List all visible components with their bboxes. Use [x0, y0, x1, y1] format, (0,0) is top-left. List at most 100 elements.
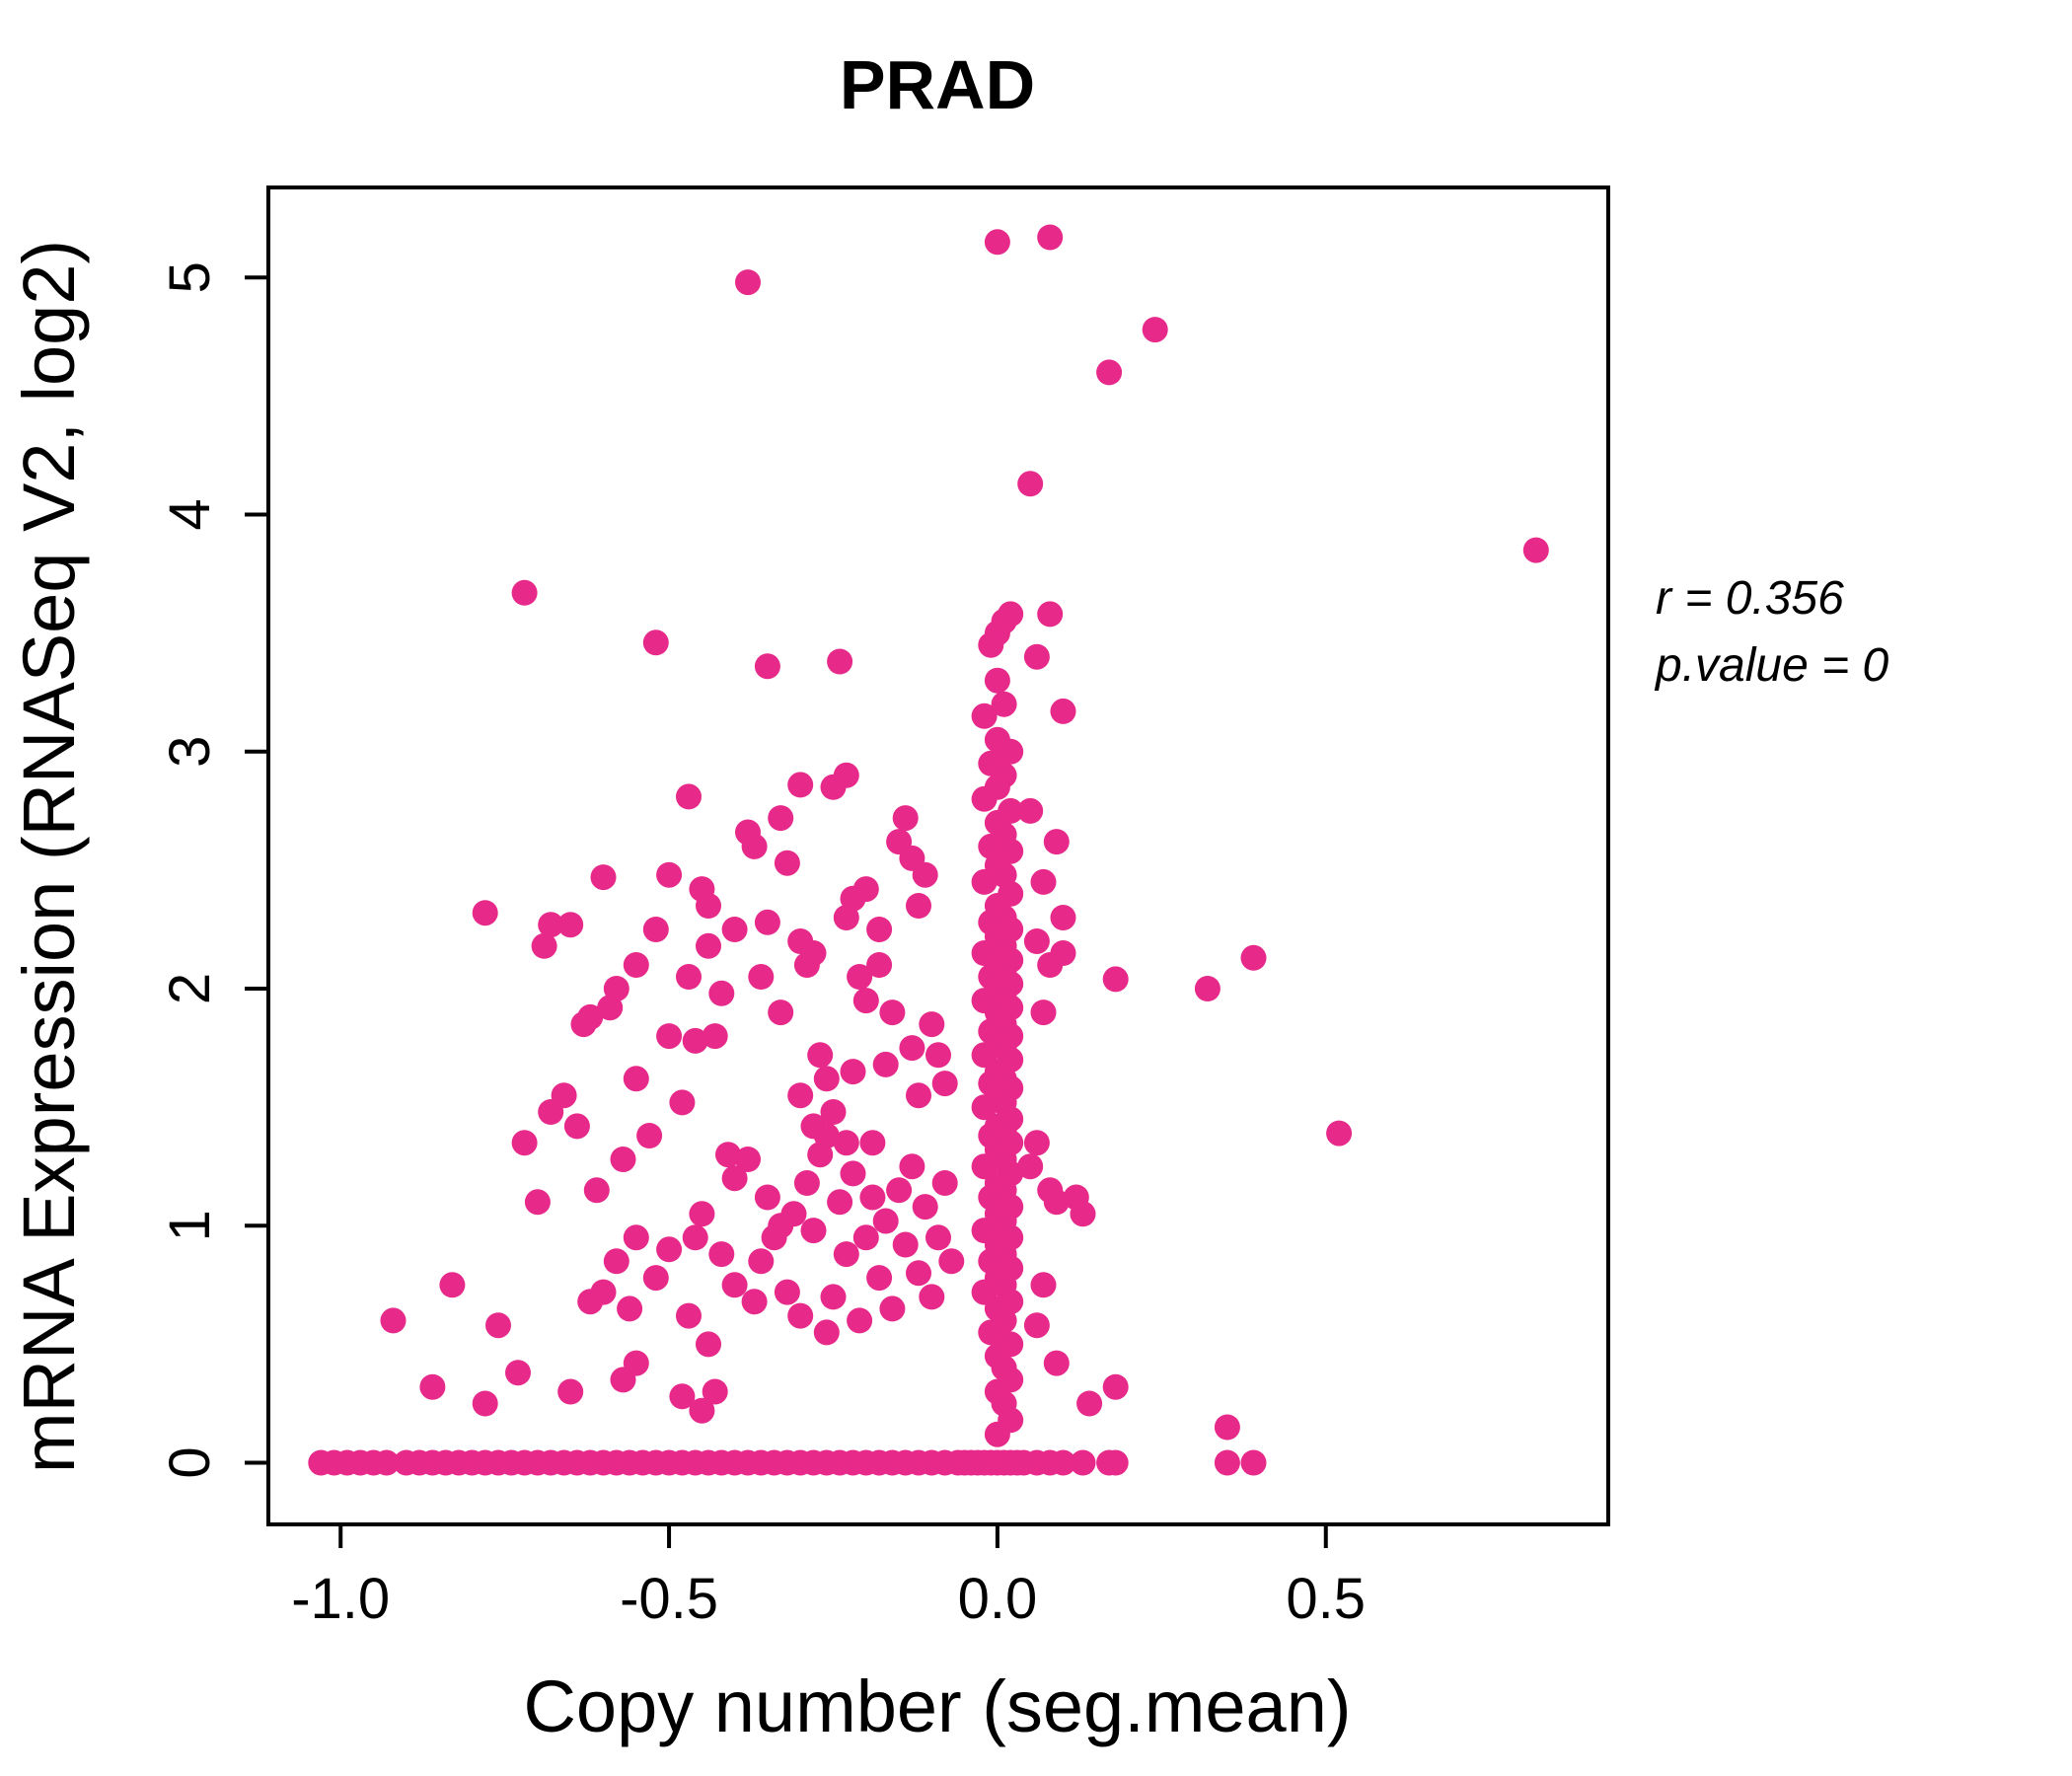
data-point	[998, 738, 1024, 765]
data-point	[656, 1023, 683, 1050]
data-point	[872, 1051, 899, 1077]
data-point	[748, 1248, 775, 1275]
data-point	[1043, 829, 1070, 855]
data-point	[1214, 1414, 1240, 1441]
data-point	[774, 1279, 800, 1305]
data-point	[852, 988, 879, 1014]
data-point	[847, 964, 873, 990]
data-point	[1194, 976, 1221, 1001]
data-point	[419, 1373, 446, 1400]
x-axis-label: Copy number (seg.mean)	[523, 1665, 1351, 1747]
data-point	[735, 1147, 761, 1172]
data-point	[998, 601, 1024, 628]
data-point	[978, 631, 1004, 658]
data-point	[1326, 1120, 1353, 1147]
data-point	[511, 579, 538, 606]
data-point	[1070, 1201, 1096, 1227]
data-point	[1023, 643, 1050, 670]
data-point	[833, 762, 859, 788]
data-point	[485, 1312, 511, 1339]
data-point	[1102, 966, 1129, 993]
data-point	[656, 861, 683, 888]
data-point	[590, 1279, 617, 1305]
data-point	[682, 1224, 708, 1251]
axis-ticks: -1.0 -0.5 0.0 0.5 0 1 2 3 4 5	[158, 261, 1366, 1631]
data-point	[892, 1231, 919, 1258]
data-point	[906, 1260, 931, 1287]
data-point	[1017, 1153, 1044, 1180]
chart-title: PRAD	[840, 46, 1035, 123]
data-point	[754, 909, 780, 935]
data-point	[859, 1130, 886, 1156]
data-point	[931, 1071, 958, 1097]
data-point	[676, 783, 702, 810]
data-point	[1522, 537, 1549, 563]
data-point	[1050, 905, 1076, 930]
data-point	[1240, 1449, 1267, 1476]
data-point	[847, 1307, 873, 1334]
data-point	[984, 229, 1010, 256]
data-point	[879, 1295, 906, 1322]
data-point	[866, 1265, 893, 1292]
data-point	[1102, 1449, 1129, 1476]
data-point	[642, 629, 669, 656]
data-point	[623, 1066, 649, 1092]
data-point	[696, 932, 721, 959]
data-point	[925, 1042, 951, 1069]
data-point	[912, 1194, 938, 1221]
data-point	[872, 1208, 899, 1234]
data-point	[557, 912, 584, 938]
data-point	[978, 1319, 1004, 1346]
data-point	[373, 1449, 400, 1476]
data-point	[1017, 797, 1044, 824]
data-point	[919, 1284, 945, 1310]
data-point	[472, 900, 498, 926]
data-point	[787, 772, 814, 798]
data-point	[603, 1248, 629, 1275]
annotation-r-value: r = 0.356	[1656, 572, 1844, 625]
data-point	[754, 1184, 780, 1211]
data-point	[1050, 698, 1076, 724]
annotation-p-value: p.value = 0	[1654, 639, 1888, 692]
data-point	[380, 1307, 407, 1334]
data-point	[551, 1082, 577, 1109]
data-point	[1030, 999, 1057, 1026]
data-point	[886, 1177, 913, 1204]
data-point	[931, 1170, 958, 1196]
data-point	[840, 1160, 866, 1187]
y-tick-label: 4	[158, 498, 222, 530]
data-point	[472, 1390, 498, 1417]
data-point	[623, 952, 649, 978]
data-point	[938, 1248, 965, 1275]
data-point	[702, 1023, 728, 1050]
data-point	[859, 1184, 886, 1211]
data-point	[748, 964, 775, 990]
data-point	[1240, 944, 1267, 971]
data-point	[741, 1289, 768, 1315]
x-tick-label: -1.0	[291, 1567, 390, 1631]
data-point	[708, 1241, 735, 1268]
data-point	[793, 1170, 820, 1196]
y-axis-label: mRNA Expression (RNASeq V2, log2)	[8, 240, 90, 1473]
data-point	[840, 1059, 866, 1085]
plot-border	[266, 185, 1610, 1526]
data-point	[906, 893, 931, 919]
data-point	[708, 980, 735, 1006]
x-tick-label: 0.5	[1286, 1567, 1366, 1631]
data-point	[852, 1224, 879, 1251]
data-point	[1030, 1272, 1057, 1298]
data-point	[735, 269, 761, 296]
y-tick-label: 1	[158, 1210, 222, 1241]
data-point	[689, 1397, 715, 1424]
data-point	[610, 1367, 636, 1393]
data-point	[676, 964, 702, 990]
data-point	[813, 1066, 840, 1092]
data-point	[768, 999, 794, 1026]
x-tick-label: 0.0	[958, 1567, 1038, 1631]
data-point	[1050, 1449, 1076, 1476]
data-point	[899, 1035, 925, 1062]
data-point	[807, 1142, 834, 1168]
data-point	[1023, 928, 1050, 954]
data-point	[577, 1003, 604, 1030]
